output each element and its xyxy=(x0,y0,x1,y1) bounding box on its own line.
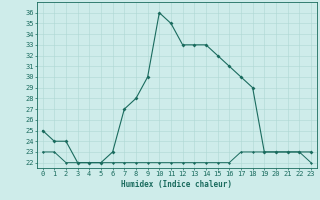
X-axis label: Humidex (Indice chaleur): Humidex (Indice chaleur) xyxy=(121,180,232,189)
